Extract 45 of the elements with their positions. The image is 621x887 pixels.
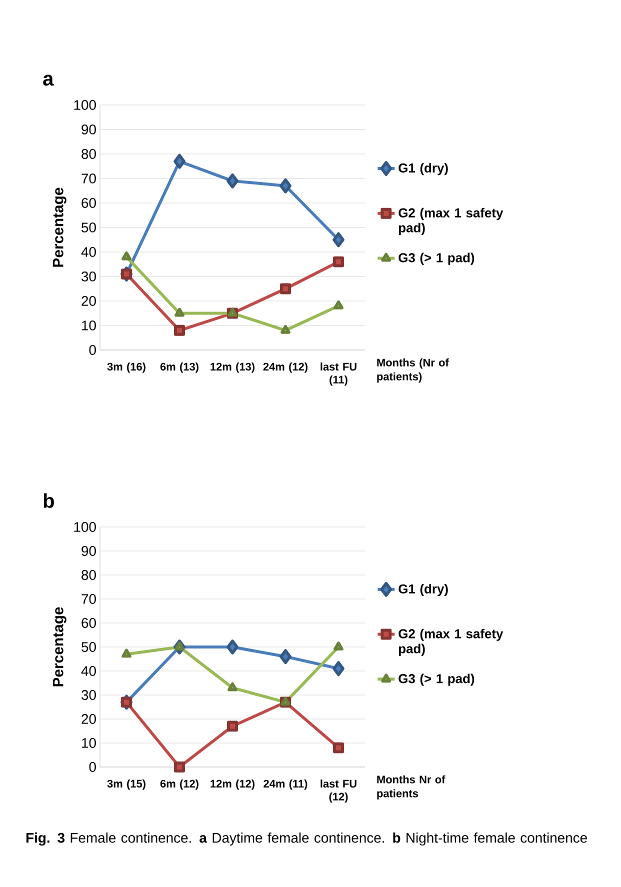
y-tick-label: 30 — [81, 272, 96, 282]
x-tick-label: last FU (12) — [320, 780, 356, 803]
y-tick-label: 60 — [82, 618, 96, 628]
y-tick-label: 60 — [82, 198, 96, 208]
y-tick-label: 70 — [82, 174, 96, 184]
legend-label: G3 (> 1 pad) — [398, 252, 474, 265]
y-tick-label: 20 — [82, 714, 96, 724]
legend-label: G2 (max 1 safety pad) — [398, 628, 504, 656]
y-tick-label: 10 — [82, 738, 96, 748]
legend-label: G2 (max 1 safety pad) — [398, 208, 504, 235]
y-tick-label: 100 — [74, 100, 96, 110]
x-tick-label: last FU (11) — [320, 362, 356, 386]
x-tick-label: 24m (11) — [264, 780, 308, 790]
y-tick-label: 40 — [81, 247, 96, 257]
text: Fig. 3 Female continence. a Daytime female continence. b Night-time female continence — [26, 832, 587, 846]
x-tick-label: 3m (16) — [107, 362, 146, 373]
chart-title: a — [43, 74, 54, 86]
legend-label: G3 (> 1 pad) — [398, 674, 474, 686]
y-tick-label: 50 — [82, 642, 96, 652]
legend-label: G1 (dry) — [398, 584, 448, 596]
chart-title: b — [44, 493, 54, 508]
x-tick-label: 6m (12) — [160, 780, 198, 790]
y-tick-label: 100 — [74, 522, 96, 532]
y-axis-title: Percentage — [52, 188, 66, 267]
y-tick-label: 30 — [82, 690, 96, 700]
y-tick-label: 40 — [81, 666, 96, 676]
y-tick-label: 50 — [82, 222, 96, 232]
legend-label: G1 (dry) — [398, 163, 448, 176]
x-tick-label: 12m (13) — [210, 362, 254, 373]
y-tick-label: 70 — [82, 594, 96, 604]
x-axis-title: Months (Nr of patients) — [377, 358, 449, 383]
y-tick-label: 10 — [82, 320, 96, 330]
x-tick-label: 3m (15) — [107, 780, 146, 790]
y-axis-title: Percentage — [52, 607, 66, 686]
x-axis-title: Months Nr of patients — [377, 775, 446, 800]
y-tick-label: 0 — [89, 762, 96, 772]
x-tick-label: 12m (12) — [210, 780, 254, 790]
y-tick-label: 80 — [82, 149, 96, 159]
y-tick-label: 80 — [82, 570, 96, 580]
y-tick-label: 20 — [82, 296, 96, 306]
x-tick-label: 6m (13) — [160, 362, 198, 373]
x-tick-label: 24m (12) — [263, 362, 308, 373]
y-tick-label: 0 — [89, 345, 96, 355]
y-tick-label: 90 — [82, 124, 96, 134]
y-tick-label: 90 — [82, 546, 96, 556]
